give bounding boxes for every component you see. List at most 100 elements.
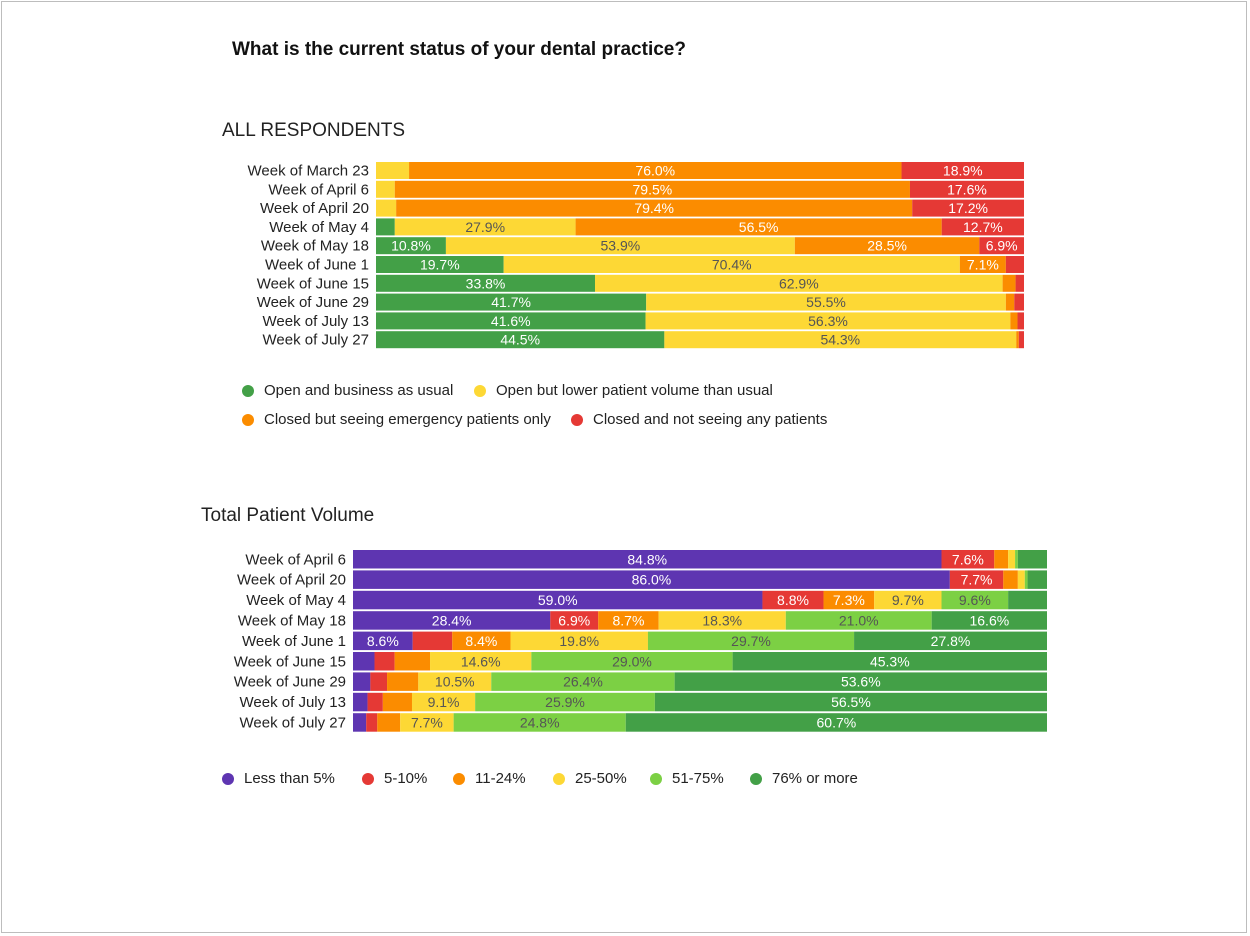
data-label: 12.7%	[963, 219, 1003, 235]
data-label: 56.3%	[808, 313, 848, 329]
data-label: 76.0%	[635, 163, 675, 179]
category-label: Week of June 29	[234, 674, 346, 691]
data-label: 19.7%	[420, 257, 460, 273]
data-label: 7.6%	[952, 551, 984, 567]
bar-segment-closed-and-not-seeing-any-patients	[912, 199, 1024, 217]
bar-segment-open-and-business-as-usual	[376, 218, 395, 236]
bar-segment-open-but-lower-patient-volume-than-usual	[376, 199, 397, 217]
bar-segment-76-or-more	[674, 672, 1047, 691]
data-label: 24.8%	[520, 714, 560, 730]
bar-segment-less-than-5	[353, 672, 371, 691]
data-label: 27.8%	[931, 633, 971, 649]
bar-segment-less-than-5	[353, 713, 367, 732]
data-label: 55.5%	[806, 294, 846, 310]
data-label: 10.8%	[391, 238, 431, 254]
legend-item: 76% or more	[750, 770, 858, 787]
bar-segment-76-or-more	[625, 713, 1047, 732]
bar-segment-51-75	[453, 713, 626, 732]
data-label: 10.5%	[435, 674, 475, 690]
data-label: 21.0%	[839, 612, 879, 628]
bar-segment-5-10	[367, 692, 383, 712]
bar-segment-open-and-business-as-usual	[376, 256, 504, 273]
bar-segment-open-but-lower-patient-volume-than-usual	[646, 293, 1006, 311]
bar-segment-closed-and-not-seeing-any-patients	[1015, 274, 1024, 292]
bar-segment-less-than-5	[353, 652, 375, 671]
bar-segment-open-but-lower-patient-volume-than-usual	[394, 218, 576, 236]
category-label: Week of April 6	[245, 551, 346, 568]
bar-segment-closed-but-seeing-emergency-patients-only	[394, 180, 910, 198]
bar-segment-25-50	[430, 652, 532, 671]
bar-segment-11-24	[377, 713, 401, 732]
category-label: Week of June 1	[265, 257, 369, 274]
bar-segment-5-10	[412, 631, 453, 651]
legend-label: Closed and not seeing any patients	[593, 411, 828, 428]
data-label: 53.6%	[841, 674, 881, 690]
bar-segment-closed-but-seeing-emergency-patients-only	[1002, 274, 1016, 292]
data-label: 86.0%	[632, 572, 672, 588]
bar-segment-open-and-business-as-usual	[376, 293, 647, 311]
data-label: 27.9%	[465, 219, 505, 235]
category-label: Week of April 20	[260, 200, 369, 217]
bar-segment-closed-but-seeing-emergency-patients-only	[1010, 312, 1018, 330]
data-label: 14.6%	[461, 653, 501, 669]
chart-title-total-patient-volume: Total Patient Volume	[201, 505, 375, 526]
data-label: 54.3%	[820, 332, 860, 348]
bar-segment-25-50	[1017, 570, 1025, 589]
legend-label: Open but lower patient volume than usual	[496, 382, 773, 399]
data-label: 7.7%	[961, 572, 993, 588]
bar-segment-closed-but-seeing-emergency-patients-only	[794, 237, 980, 255]
data-label: 17.6%	[947, 181, 987, 197]
category-label: Week of June 29	[257, 294, 369, 311]
bar-segment-open-but-lower-patient-volume-than-usual	[503, 256, 960, 273]
bar-segment-less-than-5	[353, 631, 413, 651]
bar-segment-closed-and-not-seeing-any-patients	[1018, 331, 1024, 349]
bar-segment-76-or-more	[854, 631, 1047, 651]
bar-segment-open-but-lower-patient-volume-than-usual	[376, 162, 410, 179]
data-label: 9.7%	[892, 592, 924, 608]
bar-segment-closed-and-not-seeing-any-patients	[901, 162, 1024, 179]
data-label: 60.7%	[817, 714, 857, 730]
data-label: 59.0%	[538, 592, 578, 608]
bar-segment-5-10	[366, 713, 378, 732]
bar-segment-closed-and-not-seeing-any-patients	[1005, 256, 1024, 273]
category-label: Week of June 15	[257, 275, 369, 292]
bar-segment-51-75	[475, 692, 655, 712]
bar-segment-less-than-5	[353, 692, 368, 712]
bar-segment-open-but-lower-patient-volume-than-usual	[445, 237, 795, 255]
category-label: Week of July 27	[263, 332, 369, 349]
data-label: 16.6%	[969, 612, 1009, 628]
data-label: 7.3%	[833, 592, 865, 608]
bar-segment-25-50	[874, 590, 942, 610]
data-label: 33.8%	[466, 275, 506, 291]
data-label: 41.7%	[491, 294, 531, 310]
bar-segment-76-or-more	[732, 652, 1047, 671]
legend-label: 5-10%	[384, 770, 428, 787]
bar-segment-25-50	[411, 692, 476, 712]
data-label: 28.5%	[867, 238, 907, 254]
data-label: 8.7%	[612, 612, 644, 628]
legend-swatch	[750, 772, 762, 785]
legend-swatch	[362, 772, 374, 785]
category-label: Week of July 27	[240, 714, 346, 731]
bar-segment-5-10	[949, 570, 1004, 589]
legend-item: Less than 5%	[222, 770, 335, 787]
legend-swatch	[571, 413, 583, 426]
data-label: 9.1%	[428, 694, 460, 710]
legend-item: Closed but seeing emergency patients onl…	[242, 411, 551, 428]
data-label: 56.5%	[831, 694, 871, 710]
data-label: 7.7%	[411, 714, 443, 730]
category-label: Week of May 18	[261, 238, 369, 255]
legend-label: 51-75%	[672, 770, 724, 787]
bar-segment-closed-and-not-seeing-any-patients	[1017, 312, 1024, 330]
bar-segment-25-50	[1008, 550, 1016, 569]
bar-segment-51-75	[941, 590, 1009, 610]
data-label: 44.5%	[500, 332, 540, 348]
category-label: Week of March 23	[248, 163, 369, 180]
category-label: Week of May 4	[269, 219, 369, 236]
category-label: Week of April 20	[237, 572, 346, 589]
data-label: 9.6%	[959, 592, 991, 608]
category-label: Week of June 1	[242, 633, 346, 650]
bar-segment-11-24	[823, 590, 875, 610]
